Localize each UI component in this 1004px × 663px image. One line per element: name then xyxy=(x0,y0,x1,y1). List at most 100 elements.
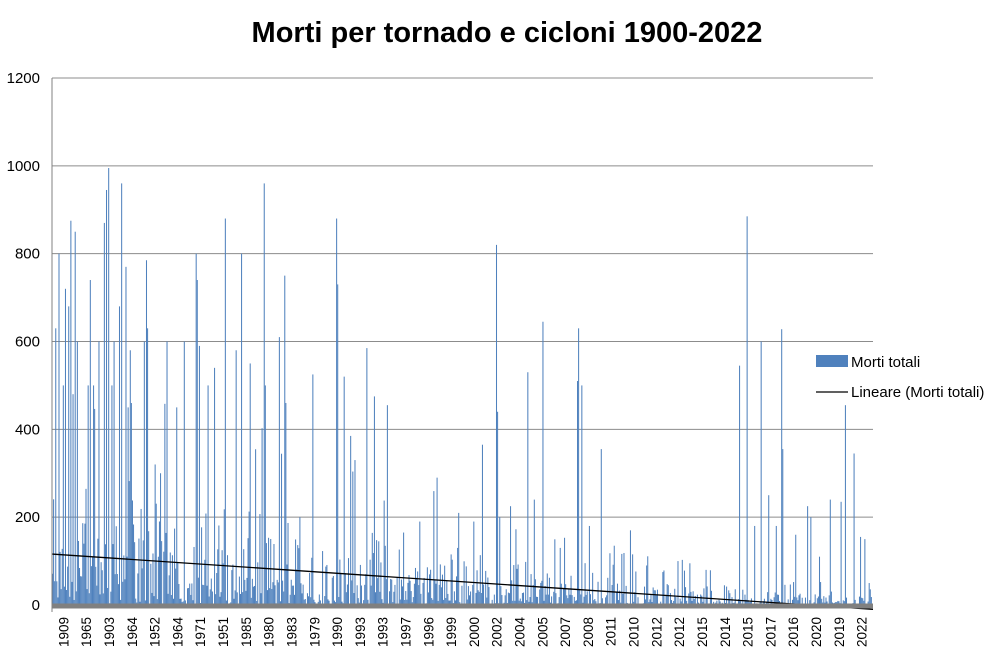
bar xyxy=(451,559,453,605)
bar xyxy=(453,591,455,605)
bar xyxy=(618,600,620,605)
bar xyxy=(420,593,422,605)
bar xyxy=(63,586,65,605)
bar xyxy=(522,592,525,605)
bar xyxy=(575,600,577,605)
bar xyxy=(454,600,456,605)
bar xyxy=(71,581,73,605)
bar xyxy=(677,561,679,605)
bar xyxy=(83,543,85,605)
bar xyxy=(343,376,345,605)
bar xyxy=(728,590,730,605)
bar xyxy=(372,553,374,605)
bar xyxy=(68,306,70,605)
bar xyxy=(767,592,769,605)
bar xyxy=(562,588,564,605)
bar xyxy=(224,218,226,605)
bar xyxy=(742,589,744,605)
x-tick-label: 1999 xyxy=(444,617,459,647)
bar xyxy=(297,545,299,605)
bar xyxy=(391,579,393,605)
bar xyxy=(158,521,160,605)
bar xyxy=(860,536,862,605)
bar xyxy=(600,449,602,605)
bar xyxy=(318,594,320,605)
bar xyxy=(495,244,498,605)
bar xyxy=(435,583,437,605)
bar xyxy=(419,521,421,605)
bar xyxy=(615,591,617,605)
bar xyxy=(593,600,595,605)
bar xyxy=(526,600,528,605)
bar xyxy=(369,559,371,605)
bar xyxy=(551,596,553,605)
bar xyxy=(696,594,698,605)
bar xyxy=(534,579,536,605)
bar xyxy=(189,583,191,605)
bar xyxy=(283,591,285,605)
bar xyxy=(485,570,487,605)
bar xyxy=(483,584,485,605)
bar xyxy=(679,598,681,605)
bar xyxy=(432,599,434,605)
bar xyxy=(458,512,460,605)
bar xyxy=(558,597,560,605)
bar xyxy=(781,329,783,605)
bar xyxy=(579,590,581,605)
bar xyxy=(870,597,872,605)
bar xyxy=(477,590,479,605)
bar xyxy=(844,405,846,605)
bar xyxy=(145,260,148,605)
bar xyxy=(310,597,312,605)
y-axis-ticks: 0 200 400 600 800 1000 1200 xyxy=(7,70,40,614)
bar xyxy=(605,597,607,605)
chart-title: Morti per tornado e cicloni 1900-2022 xyxy=(252,17,763,49)
bar xyxy=(364,584,366,605)
bar xyxy=(353,593,355,605)
bar xyxy=(794,596,796,605)
bar xyxy=(799,593,801,605)
bar xyxy=(837,600,839,605)
bar xyxy=(165,532,167,605)
x-tick-label: 1971 xyxy=(193,617,208,647)
bar xyxy=(768,495,770,605)
bar xyxy=(204,559,206,605)
bar xyxy=(446,581,448,605)
bar xyxy=(82,523,84,605)
bar xyxy=(180,598,182,605)
trend-line xyxy=(51,553,874,611)
bar xyxy=(527,372,529,605)
bar xyxy=(410,591,412,605)
bar xyxy=(263,183,265,605)
bar xyxy=(377,578,379,605)
x-tick-label: 1996 xyxy=(421,617,436,647)
bar xyxy=(259,514,261,605)
bar xyxy=(463,561,465,605)
x-tick-label: 1952 xyxy=(148,617,163,647)
bar xyxy=(211,591,213,605)
bar xyxy=(106,189,108,606)
bar xyxy=(439,564,441,605)
bar xyxy=(128,481,130,605)
bar xyxy=(195,253,197,606)
bar xyxy=(823,596,825,605)
bar xyxy=(517,564,519,605)
bar xyxy=(137,573,139,605)
bar xyxy=(468,595,471,605)
bar xyxy=(70,220,72,606)
bar xyxy=(845,597,848,605)
bar xyxy=(438,584,440,605)
bar xyxy=(169,552,171,605)
bar xyxy=(488,587,490,605)
bar xyxy=(206,585,208,605)
bar xyxy=(55,328,57,605)
bar xyxy=(505,589,507,605)
bar xyxy=(512,600,514,605)
bar xyxy=(416,577,418,605)
bar xyxy=(53,499,55,605)
x-tick-label: 1997 xyxy=(399,617,414,647)
bar xyxy=(93,385,95,605)
x-tick-label: 1964 xyxy=(125,617,140,648)
bar xyxy=(179,598,181,605)
bar xyxy=(327,599,329,605)
